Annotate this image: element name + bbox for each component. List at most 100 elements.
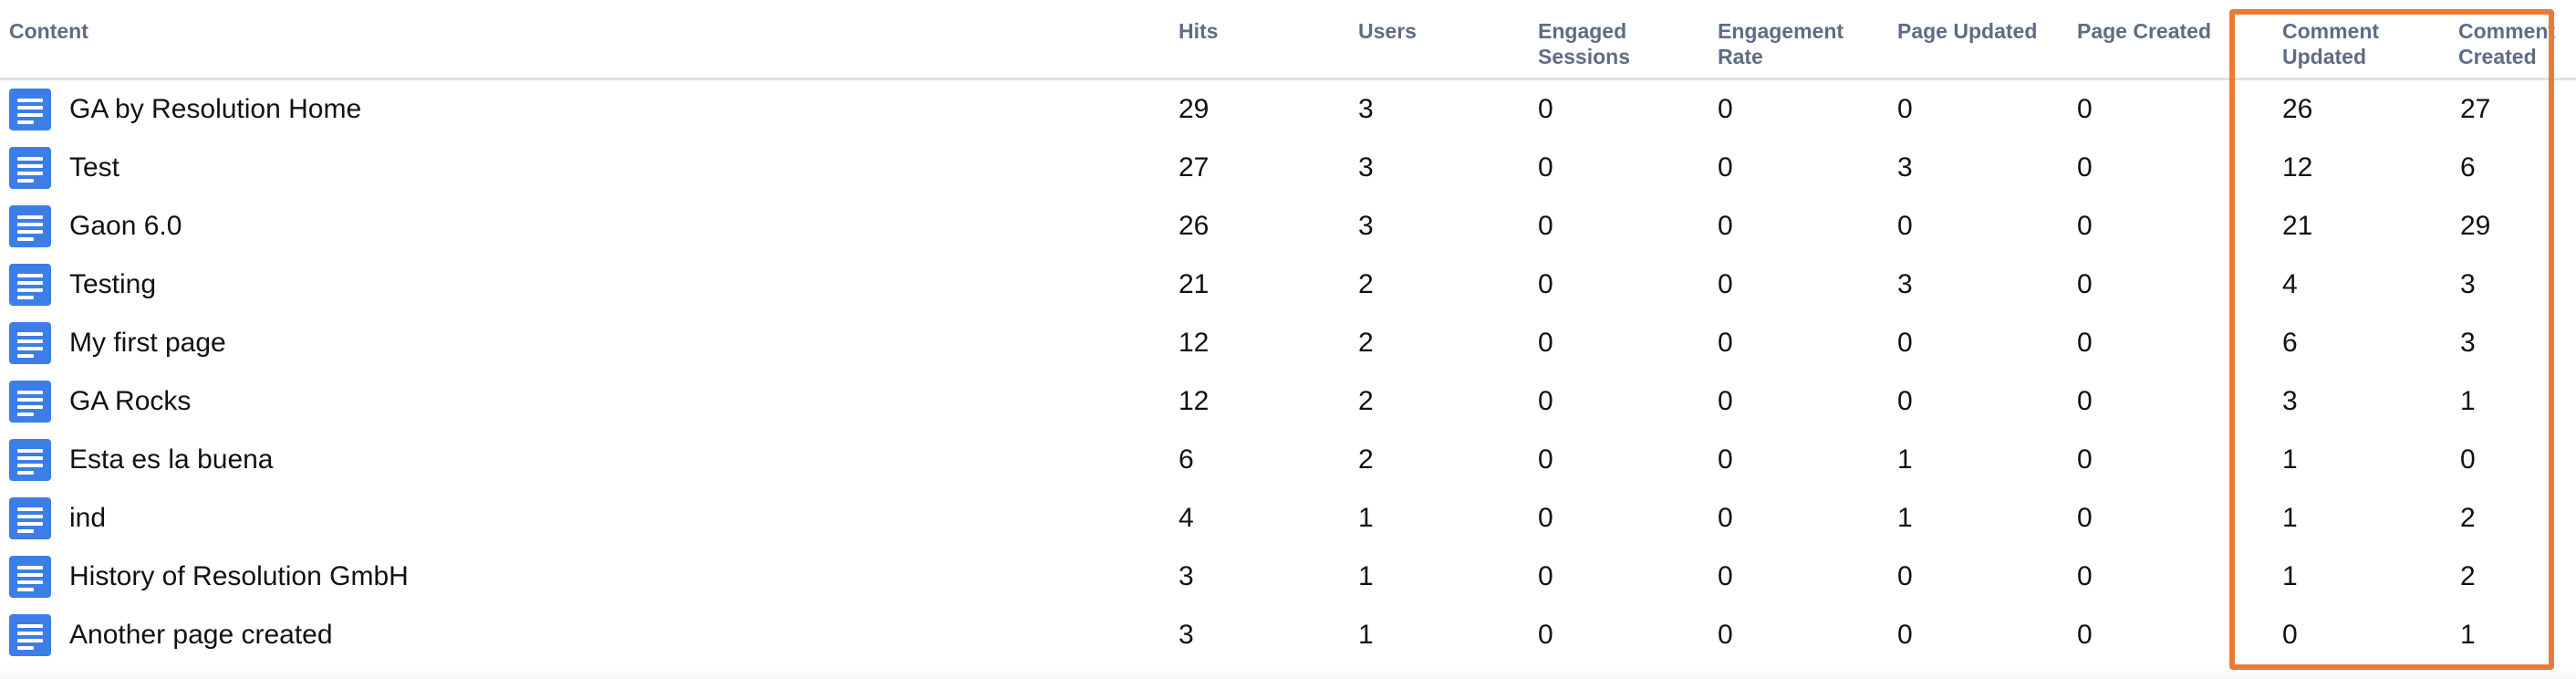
comment-updated-cell: 21 bbox=[2282, 210, 2313, 241]
engaged-sessions-cell: 0 bbox=[1538, 385, 1553, 416]
comment-updated-cell: 26 bbox=[2282, 93, 2313, 124]
comment-created-cell: 6 bbox=[2460, 151, 2476, 183]
engagement-rate-cell: 0 bbox=[1718, 151, 1733, 183]
engagement-rate-cell: 0 bbox=[1718, 444, 1733, 475]
engagement-rate-cell: 0 bbox=[1718, 268, 1733, 299]
header-content[interactable]: Content bbox=[0, 0, 1179, 80]
table-row[interactable]: History of Resolution GmbH 3 1 0 0 0 0 1… bbox=[0, 548, 2576, 606]
engaged-sessions-cell: 0 bbox=[1538, 327, 1553, 358]
content-cell: ind bbox=[0, 489, 1179, 548]
engagement-rate-cell: 0 bbox=[1718, 560, 1733, 591]
comment-created-cell: 29 bbox=[2460, 210, 2491, 241]
page-title-link[interactable]: GA by Resolution Home bbox=[69, 93, 362, 124]
comment-created-cell: 3 bbox=[2460, 327, 2476, 358]
page-updated-cell: 0 bbox=[1897, 327, 1913, 358]
comment-created-cell: 1 bbox=[2460, 385, 2476, 416]
page-title-link[interactable]: History of Resolution GmbH bbox=[69, 560, 409, 591]
hits-cell: 6 bbox=[1179, 444, 1194, 475]
content-cell: Testing bbox=[0, 256, 1179, 314]
content-table: Content Hits Users Engaged Sessions Engag… bbox=[0, 0, 2576, 664]
page-updated-cell: 0 bbox=[1897, 619, 1913, 650]
engaged-sessions-cell: 0 bbox=[1538, 560, 1553, 591]
page-title-link[interactable]: Gaon 6.0 bbox=[69, 210, 182, 241]
users-cell: 2 bbox=[1358, 444, 1374, 475]
page-title-link[interactable]: Another page created bbox=[69, 619, 333, 650]
comment-updated-cell: 3 bbox=[2282, 385, 2298, 416]
users-cell: 1 bbox=[1358, 502, 1374, 533]
page-icon bbox=[9, 146, 51, 189]
comment-updated-cell: 1 bbox=[2282, 444, 2298, 475]
page-updated-cell: 0 bbox=[1897, 93, 1913, 124]
table-row[interactable]: Testing 21 2 0 0 3 0 4 3 bbox=[0, 256, 2576, 314]
users-cell: 3 bbox=[1358, 151, 1374, 183]
page-updated-cell: 1 bbox=[1897, 444, 1913, 475]
engaged-sessions-cell: 0 bbox=[1538, 502, 1553, 533]
page-created-cell: 0 bbox=[2077, 151, 2093, 183]
comment-updated-cell: 12 bbox=[2282, 151, 2313, 183]
page-title-link[interactable]: Esta es la buena bbox=[69, 444, 274, 475]
engaged-sessions-cell: 0 bbox=[1538, 210, 1553, 241]
page-updated-cell: 1 bbox=[1897, 502, 1913, 533]
hits-cell: 4 bbox=[1179, 502, 1194, 533]
content-cell: My first page bbox=[0, 314, 1179, 372]
page-created-cell: 0 bbox=[2077, 619, 2093, 650]
content-cell: Gaon 6.0 bbox=[0, 197, 1179, 256]
page-icon bbox=[9, 321, 51, 364]
page-title-link[interactable]: ind bbox=[69, 502, 107, 533]
engagement-rate-cell: 0 bbox=[1718, 502, 1733, 533]
hits-cell: 26 bbox=[1179, 210, 1210, 241]
header-page-updated[interactable]: Page Updated bbox=[1897, 0, 2077, 80]
table-row[interactable]: GA by Resolution Home 29 3 0 0 0 0 26 27 bbox=[0, 78, 2576, 139]
comment-updated-cell: 0 bbox=[2282, 619, 2298, 650]
table-row[interactable]: Another page created 3 1 0 0 0 0 0 1 bbox=[0, 606, 2576, 664]
table-row[interactable]: Test 27 3 0 0 3 0 12 6 bbox=[0, 139, 2576, 197]
engagement-rate-cell: 0 bbox=[1718, 385, 1733, 416]
table-row[interactable]: ind 4 1 0 0 1 0 1 2 bbox=[0, 489, 2576, 548]
header-users[interactable]: Users bbox=[1358, 0, 1538, 80]
hits-cell: 21 bbox=[1179, 268, 1210, 299]
table-row[interactable]: GA Rocks 12 2 0 0 0 0 3 1 bbox=[0, 372, 2576, 431]
bottom-edge bbox=[0, 670, 2576, 679]
users-cell: 2 bbox=[1358, 268, 1374, 299]
hits-cell: 27 bbox=[1179, 151, 1210, 183]
page-created-cell: 0 bbox=[2077, 502, 2093, 533]
page-created-cell: 0 bbox=[2077, 210, 2093, 241]
content-cell: Test bbox=[0, 139, 1179, 197]
page-title-link[interactable]: Testing bbox=[69, 268, 157, 299]
page-title-link[interactable]: Test bbox=[69, 151, 120, 183]
comment-updated-cell: 1 bbox=[2282, 560, 2298, 591]
header-page-created[interactable]: Page Created bbox=[2077, 0, 2257, 80]
header-engagement-rate[interactable]: Engagement Rate bbox=[1718, 0, 1897, 80]
page-created-cell: 0 bbox=[2077, 93, 2093, 124]
comment-created-cell: 1 bbox=[2460, 619, 2476, 650]
page-icon bbox=[9, 88, 51, 131]
page-updated-cell: 3 bbox=[1897, 268, 1913, 299]
engaged-sessions-cell: 0 bbox=[1538, 93, 1553, 124]
page-updated-cell: 0 bbox=[1897, 210, 1913, 241]
comment-created-cell: 0 bbox=[2460, 444, 2476, 475]
comment-created-cell: 27 bbox=[2460, 93, 2491, 124]
table-body: GA by Resolution Home 29 3 0 0 0 0 26 27… bbox=[0, 78, 2576, 664]
header-engaged-sessions[interactable]: Engaged Sessions bbox=[1538, 0, 1718, 80]
engagement-rate-cell: 0 bbox=[1718, 93, 1733, 124]
page-icon bbox=[9, 204, 51, 247]
hits-cell: 12 bbox=[1179, 385, 1210, 416]
comment-created-cell: 3 bbox=[2460, 268, 2476, 299]
page-icon bbox=[9, 555, 51, 598]
engagement-rate-cell: 0 bbox=[1718, 619, 1733, 650]
table-row[interactable]: My first page 12 2 0 0 0 0 6 3 bbox=[0, 314, 2576, 372]
table-row[interactable]: Esta es la buena 6 2 0 0 1 0 1 0 bbox=[0, 431, 2576, 489]
page-title-link[interactable]: My first page bbox=[69, 327, 226, 358]
header-hits[interactable]: Hits bbox=[1179, 0, 1358, 80]
users-cell: 1 bbox=[1358, 619, 1374, 650]
header-comment-updated[interactable]: Comment Updated bbox=[2257, 0, 2436, 80]
comment-created-cell: 2 bbox=[2460, 502, 2476, 533]
users-cell: 3 bbox=[1358, 210, 1374, 241]
engaged-sessions-cell: 0 bbox=[1538, 268, 1553, 299]
table-row[interactable]: Gaon 6.0 26 3 0 0 0 0 21 29 bbox=[0, 197, 2576, 256]
engagement-rate-cell: 0 bbox=[1718, 327, 1733, 358]
header-comment-created[interactable]: Comment Created bbox=[2436, 0, 2576, 80]
page-title-link[interactable]: GA Rocks bbox=[69, 385, 192, 416]
page-icon bbox=[9, 263, 51, 306]
content-cell: Esta es la buena bbox=[0, 431, 1179, 489]
